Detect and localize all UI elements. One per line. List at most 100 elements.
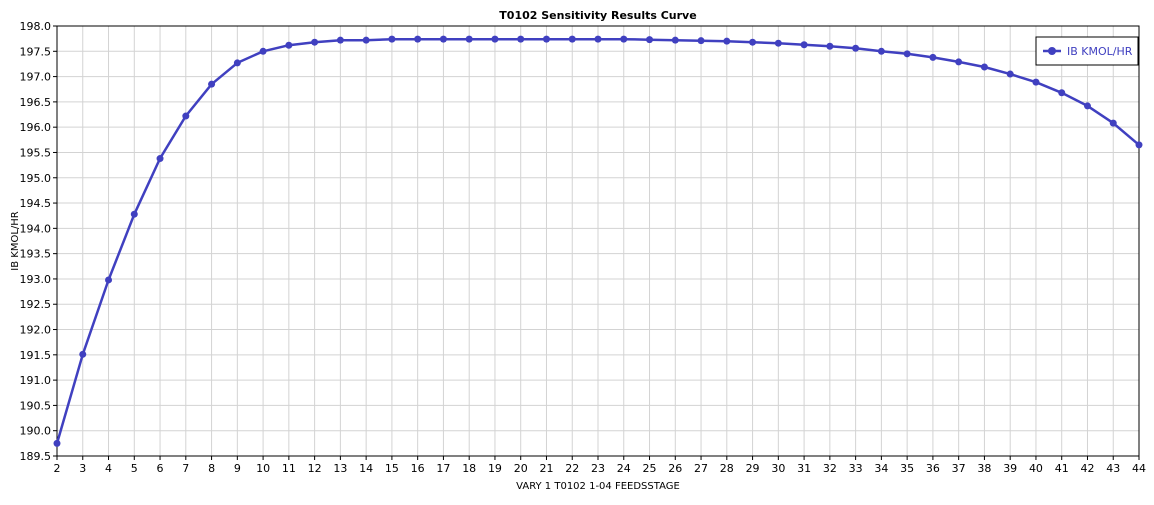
x-tick-label: 32 (823, 462, 837, 475)
data-point (749, 38, 757, 46)
x-tick-label: 19 (488, 462, 502, 475)
data-point (491, 35, 499, 43)
y-tick-label: 196.0 (20, 121, 52, 134)
data-point (568, 35, 576, 43)
data-point (156, 155, 164, 163)
y-tick-label: 190.0 (20, 425, 52, 438)
x-tick-label: 4 (105, 462, 112, 475)
data-point (130, 210, 138, 218)
x-axis-title: VARY 1 T0102 1-04 FEEDSSTAGE (516, 481, 680, 492)
y-tick-label: 194.5 (20, 197, 52, 210)
series-layer (53, 35, 1143, 447)
y-tick-label: 196.5 (20, 96, 52, 109)
data-point (311, 38, 319, 46)
x-tick-label: 26 (668, 462, 682, 475)
x-tick-label: 18 (462, 462, 476, 475)
data-point (53, 439, 61, 447)
data-point (646, 36, 654, 44)
legend-point-marker (1048, 47, 1056, 55)
x-tick-label: 15 (385, 462, 399, 475)
chart-title: T0102 Sensitivity Results Curve (499, 9, 696, 22)
x-tick-label: 24 (617, 462, 631, 475)
data-point (362, 36, 370, 44)
y-tick-label: 192.0 (20, 324, 52, 337)
data-point (800, 41, 808, 49)
data-point (542, 35, 550, 43)
x-tick-label: 10 (256, 462, 270, 475)
x-tick-label: 34 (874, 462, 888, 475)
x-tick-label: 2 (54, 462, 61, 475)
data-point (671, 36, 679, 44)
x-tick-label: 13 (333, 462, 347, 475)
data-point (1058, 89, 1066, 97)
legend: IB KMOL/HR (1035, 36, 1139, 66)
data-point (852, 44, 860, 52)
y-tick-label: 194.0 (20, 222, 52, 235)
x-tick-label: 11 (282, 462, 296, 475)
y-tick-label: 195.5 (20, 146, 52, 159)
y-tick-label: 193.5 (20, 248, 52, 261)
legend-entry: IB KMOL/HR (1067, 45, 1133, 58)
data-point (1083, 102, 1091, 110)
x-tick-label: 25 (643, 462, 657, 475)
x-tick-labels: 2 3 4 5 6 7 8 9 10 11 12 13 14 15 16 17 18 19 20 21 22 23 24 25… (54, 456, 1146, 475)
x-tick-label: 33 (849, 462, 863, 475)
data-point (517, 35, 525, 43)
data-point (826, 42, 834, 50)
y-tick-label: 190.5 (20, 399, 52, 412)
y-tick-label: 198.0 (20, 20, 52, 33)
data-point (336, 36, 344, 44)
x-tick-label: 7 (182, 462, 189, 475)
x-tick-label: 31 (797, 462, 811, 475)
data-point (697, 37, 705, 45)
x-tick-label: 35 (900, 462, 914, 475)
data-point (955, 58, 963, 66)
x-tick-label: 28 (720, 462, 734, 475)
x-tick-label: 8 (208, 462, 215, 475)
x-tick-label: 9 (234, 462, 241, 475)
x-tick-label: 43 (1106, 462, 1120, 475)
x-tick-label: 27 (694, 462, 708, 475)
x-tick-label: 38 (977, 462, 991, 475)
x-tick-label: 37 (952, 462, 966, 475)
data-point (208, 80, 216, 88)
data-point (1109, 119, 1117, 127)
data-point (439, 35, 447, 43)
data-point (594, 35, 602, 43)
data-point (1135, 141, 1143, 149)
data-point (723, 37, 731, 45)
data-point (929, 53, 937, 61)
x-tick-label: 17 (436, 462, 450, 475)
y-tick-label: 195.0 (20, 172, 52, 185)
y-axis-title: IB KMOL/HR (10, 211, 21, 271)
x-tick-label: 6 (157, 462, 164, 475)
data-point (259, 47, 267, 55)
x-tick-label: 30 (771, 462, 785, 475)
data-point (414, 35, 422, 43)
y-tick-labels: 189.5 190.0 190.5 191.0 191.5 192.0 192.5 193.0… (20, 20, 57, 463)
data-point (1032, 78, 1040, 86)
data-point (79, 350, 87, 358)
data-point (620, 35, 628, 43)
y-tick-label: 197.0 (20, 71, 52, 84)
x-tick-label: 5 (131, 462, 138, 475)
data-point (903, 50, 911, 58)
x-tick-label: 12 (308, 462, 322, 475)
y-tick-label: 193.0 (20, 273, 52, 286)
data-point (877, 47, 885, 55)
data-point (774, 39, 782, 47)
x-tick-label: 44 (1132, 462, 1146, 475)
x-tick-label: 3 (79, 462, 86, 475)
y-tick-label: 197.5 (20, 45, 52, 58)
x-tick-label: 20 (514, 462, 528, 475)
x-tick-label: 29 (746, 462, 760, 475)
x-tick-label: 36 (926, 462, 940, 475)
data-point (233, 59, 241, 67)
x-tick-label: 23 (591, 462, 605, 475)
data-point (465, 35, 473, 43)
data-point (388, 35, 396, 43)
x-tick-label: 21 (539, 462, 553, 475)
data-point (105, 276, 113, 284)
y-tick-label: 191.0 (20, 374, 52, 387)
